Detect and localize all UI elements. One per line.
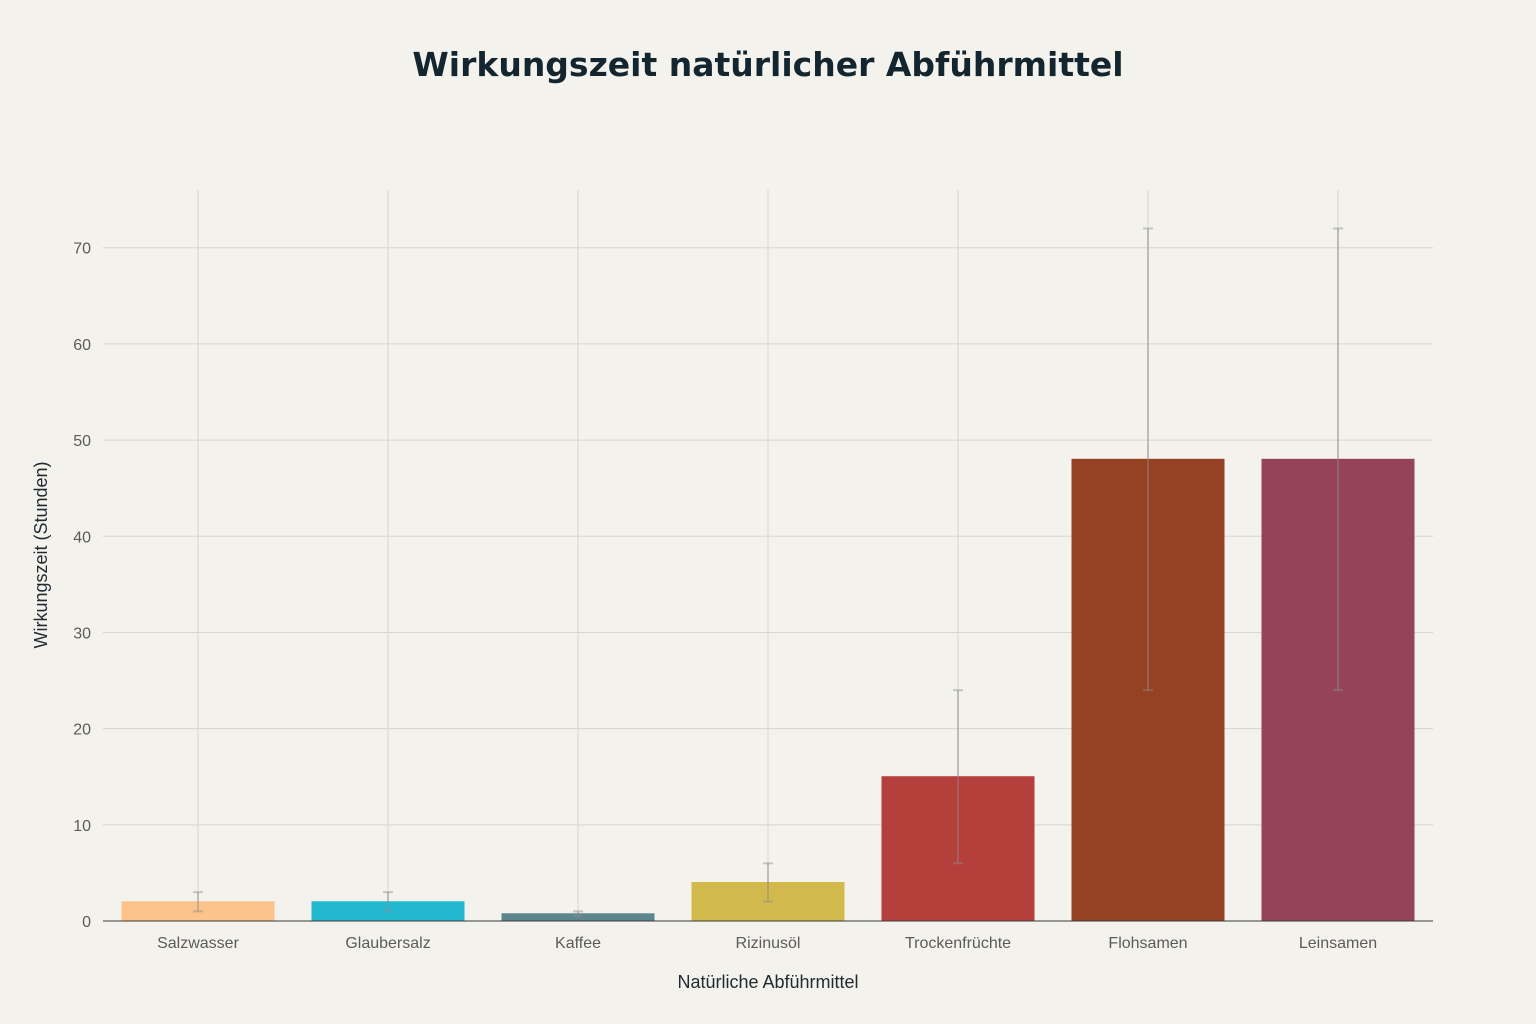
error-bars xyxy=(193,227,1343,918)
y-tick-label: 40 xyxy=(73,529,91,546)
x-tick-label: Kaffee xyxy=(555,935,601,952)
y-axis-ticks: 0 10 20 30 40 50 60 70 xyxy=(73,241,91,931)
y-tick-label: 70 xyxy=(73,241,91,258)
chart-title: Wirkungszeit natürlicher Abführmittel xyxy=(412,45,1123,84)
x-tick-label: Flohsamen xyxy=(1108,935,1187,952)
x-tick-label: Leinsamen xyxy=(1299,935,1377,952)
bar-rizinusöl xyxy=(691,882,845,922)
x-tick-label: Trockenfrüchte xyxy=(905,935,1011,952)
bar-trockenfrüchte xyxy=(881,776,1035,922)
bars xyxy=(121,458,1415,922)
y-tick-label: 20 xyxy=(73,722,91,739)
y-tick-label: 50 xyxy=(73,433,91,450)
y-tick-label: 60 xyxy=(73,337,91,354)
x-axis-title: Natürliche Abführmittel xyxy=(677,972,858,992)
x-tick-label: Glaubersalz xyxy=(345,935,430,952)
y-tick-label: 0 xyxy=(82,914,91,931)
grid xyxy=(103,190,1433,921)
x-axis-ticks: Salzwasser Glaubersalz Kaffee Rizinusöl Troc… xyxy=(157,935,1377,952)
y-axis-title: Wirkungszeit (Stunden) xyxy=(31,461,51,648)
x-tick-label: Salzwasser xyxy=(157,935,239,952)
bar-flohsamen xyxy=(1071,458,1225,922)
y-tick-label: 10 xyxy=(73,818,91,835)
y-tick-label: 30 xyxy=(73,625,91,642)
x-tick-label: Rizinusöl xyxy=(736,935,801,952)
